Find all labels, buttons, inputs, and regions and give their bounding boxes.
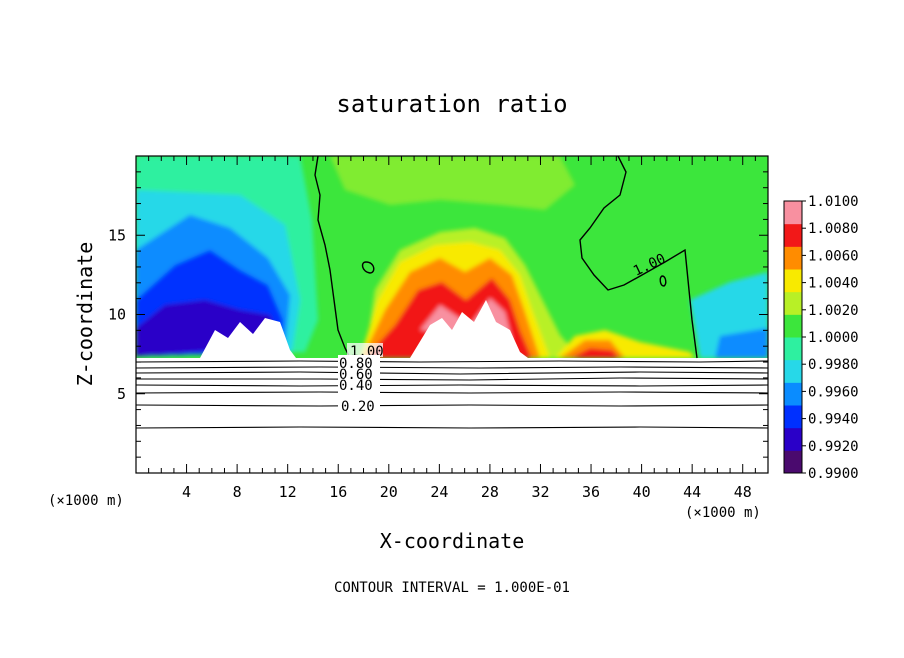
x-tick-label: 28 [481, 483, 499, 501]
colorbar-label: 0.9980 [808, 357, 859, 373]
contour-line-0.80 [136, 360, 768, 363]
colorbar-swatch [784, 382, 802, 406]
contour-lines [136, 156, 768, 429]
colorbar-label: 1.0100 [808, 194, 859, 210]
contour-line-0.40 [136, 384, 768, 387]
colorbar: 0.9900 0.9920 0.9940 0.9960 0.9980 1.0000 1.00… [783, 194, 859, 482]
x-tick-label: 44 [683, 483, 701, 501]
contour-line-0.20 [136, 404, 768, 407]
contour-line-0.50 [136, 377, 768, 381]
colorbar-label: 0.9940 [808, 412, 859, 428]
contour-line-1.00-right [579, 156, 698, 359]
x-axis-unit-left: (×1000 m) [48, 493, 124, 509]
y-tick-label: 15 [108, 226, 126, 244]
colorbar-label: 1.0000 [808, 330, 859, 346]
colorbar-swatch [784, 405, 802, 429]
subsurface-region [136, 358, 768, 473]
x-axis-unit-right: (×1000 m) [685, 505, 761, 521]
colorbar-label: 1.0020 [808, 303, 859, 319]
contour-line-0.60 [136, 371, 768, 375]
contour-small-loop-2 [659, 275, 667, 287]
contour-label-0.40: 0.40 [339, 378, 373, 394]
colorbar-swatch [784, 337, 802, 361]
colorbar-swatch [784, 314, 802, 338]
contour-line-0.30 [136, 391, 768, 394]
contour-line-0.10 [136, 426, 768, 429]
colorbar-label: 1.0080 [808, 221, 859, 237]
contour-small-loop-1 [361, 261, 375, 274]
y-axis-ticks: 5 10 15 [108, 171, 768, 458]
y-tick-label: 5 [117, 385, 126, 403]
colorbar-label: 0.9920 [808, 439, 859, 455]
field-region-red-right [570, 348, 620, 358]
colorbar-label: 0.9900 [808, 466, 859, 482]
colorbar-swatch [784, 223, 802, 247]
x-tick-label: 12 [279, 483, 297, 501]
colorbar-label: 0.9960 [808, 384, 859, 400]
contour-label-0.80: 0.80 [339, 356, 373, 372]
colorbar-swatch [784, 427, 802, 451]
contour-interval-footer: CONTOUR INTERVAL = 1.000E-01 [334, 580, 570, 596]
contour-labels: 1.00 1.00 0.80 0.60 0.40 0.20 [338, 251, 668, 415]
x-tick-label: 20 [380, 483, 398, 501]
x-tick-label: 32 [531, 483, 549, 501]
colorbar-swatch [784, 291, 802, 315]
contour-line-0.70 [136, 366, 768, 369]
colorbar-label: 1.0040 [808, 276, 859, 292]
x-tick-label: 36 [582, 483, 600, 501]
colorbar-swatch [784, 359, 802, 383]
x-axis-label: X-coordinate [380, 529, 525, 553]
x-tick-label: 4 [182, 483, 191, 501]
x-tick-label: 8 [233, 483, 242, 501]
white-gap-left [200, 318, 296, 358]
colorbar-swatch [784, 450, 802, 474]
white-gap-center [410, 300, 528, 358]
colorbar-swatch [784, 201, 802, 225]
field-region-blue-right [715, 328, 768, 358]
y-axis-label: Z-coordinate [73, 242, 97, 387]
field-region-light-green-top [330, 156, 575, 210]
colorbar-swatch [784, 269, 802, 293]
contour-label-0.20: 0.20 [341, 399, 375, 415]
x-axis-ticks: 4 8 12 16 20 24 28 32 36 40 44 48 [148, 156, 756, 501]
x-tick-label: 40 [633, 483, 651, 501]
contour-line-1.00-left [314, 156, 351, 359]
chart-title: saturation ratio [336, 90, 567, 118]
y-tick-label: 10 [108, 306, 126, 324]
colorbar-label: 1.0060 [808, 248, 859, 264]
plot-field [136, 156, 768, 473]
x-tick-label: 24 [430, 483, 448, 501]
contour-label-0.60: 0.60 [339, 367, 373, 383]
x-tick-label: 16 [329, 483, 347, 501]
x-tick-label: 48 [734, 483, 752, 501]
colorbar-swatch [784, 246, 802, 270]
